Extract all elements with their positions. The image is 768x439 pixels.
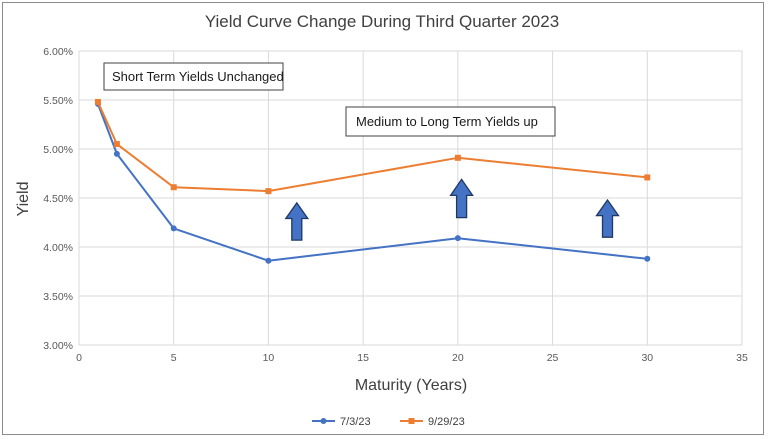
chart-title: Yield Curve Change During Third Quarter … [205, 12, 559, 31]
yield-curve-chart: Yield Curve Change During Third Quarter … [15, 12, 748, 428]
grid-lines [78, 50, 743, 346]
x-axis-ticks: 0 5 10 15 20 25 30 35 [76, 352, 748, 364]
annotation-long-term: Medium to Long Term Yields up [345, 106, 556, 137]
up-arrow-icon [284, 201, 310, 241]
y-tick-label: 5.00% [43, 144, 73, 156]
data-point [170, 184, 177, 191]
annotation-short-term-text: Short Term Yields Unchanged [112, 69, 284, 84]
data-point [265, 257, 272, 264]
trend-arrows [284, 178, 620, 241]
data-point [454, 235, 461, 242]
legend: 7/3/23 9/29/23 [312, 416, 465, 428]
x-tick-label: 0 [76, 352, 82, 364]
x-axis-title: Maturity (Years) [355, 377, 467, 394]
x-tick-label: 10 [263, 352, 275, 364]
x-tick-label: 15 [357, 352, 369, 364]
x-tick-label: 5 [171, 352, 177, 364]
up-arrow-icon [595, 198, 620, 238]
up-arrow-icon [449, 178, 474, 219]
series-line [96, 103, 648, 262]
y-axis-title: Yield [15, 182, 32, 217]
data-point [94, 98, 101, 105]
y-tick-label: 3.00% [43, 340, 73, 352]
y-tick-label: 5.50% [43, 95, 73, 107]
chart-frame: Yield Curve Change During Third Quarter … [2, 2, 764, 435]
annotation-long-term-text: Medium to Long Term Yields up [356, 114, 538, 129]
x-tick-label: 20 [452, 352, 464, 364]
series-2 [94, 98, 651, 195]
legend-item-series-1: 7/3/23 [312, 416, 371, 428]
legend-item-series-2: 9/29/23 [400, 416, 465, 428]
data-point [113, 150, 120, 157]
x-tick-label: 35 [736, 352, 748, 364]
series-line [96, 101, 648, 193]
data-point [113, 141, 120, 148]
x-tick-label: 25 [547, 352, 559, 364]
data-point [644, 255, 651, 262]
data-series [94, 98, 651, 264]
y-tick-label: 6.00% [43, 46, 73, 58]
data-point [644, 174, 651, 181]
y-tick-label: 3.50% [43, 291, 73, 303]
legend-label-series-1: 7/3/23 [340, 416, 371, 428]
data-point [454, 154, 461, 161]
legend-label-series-2: 9/29/23 [428, 416, 465, 428]
y-axis-ticks: 3.00% 3.50% 4.00% 4.50% 5.00% 5.50% 6.00% [43, 46, 73, 352]
data-point [265, 188, 272, 195]
annotation-short-term: Short Term Yields Unchanged [103, 62, 284, 91]
y-tick-label: 4.50% [43, 193, 73, 205]
x-tick-label: 30 [641, 352, 653, 364]
data-point [170, 225, 177, 232]
y-tick-label: 4.00% [43, 242, 73, 254]
